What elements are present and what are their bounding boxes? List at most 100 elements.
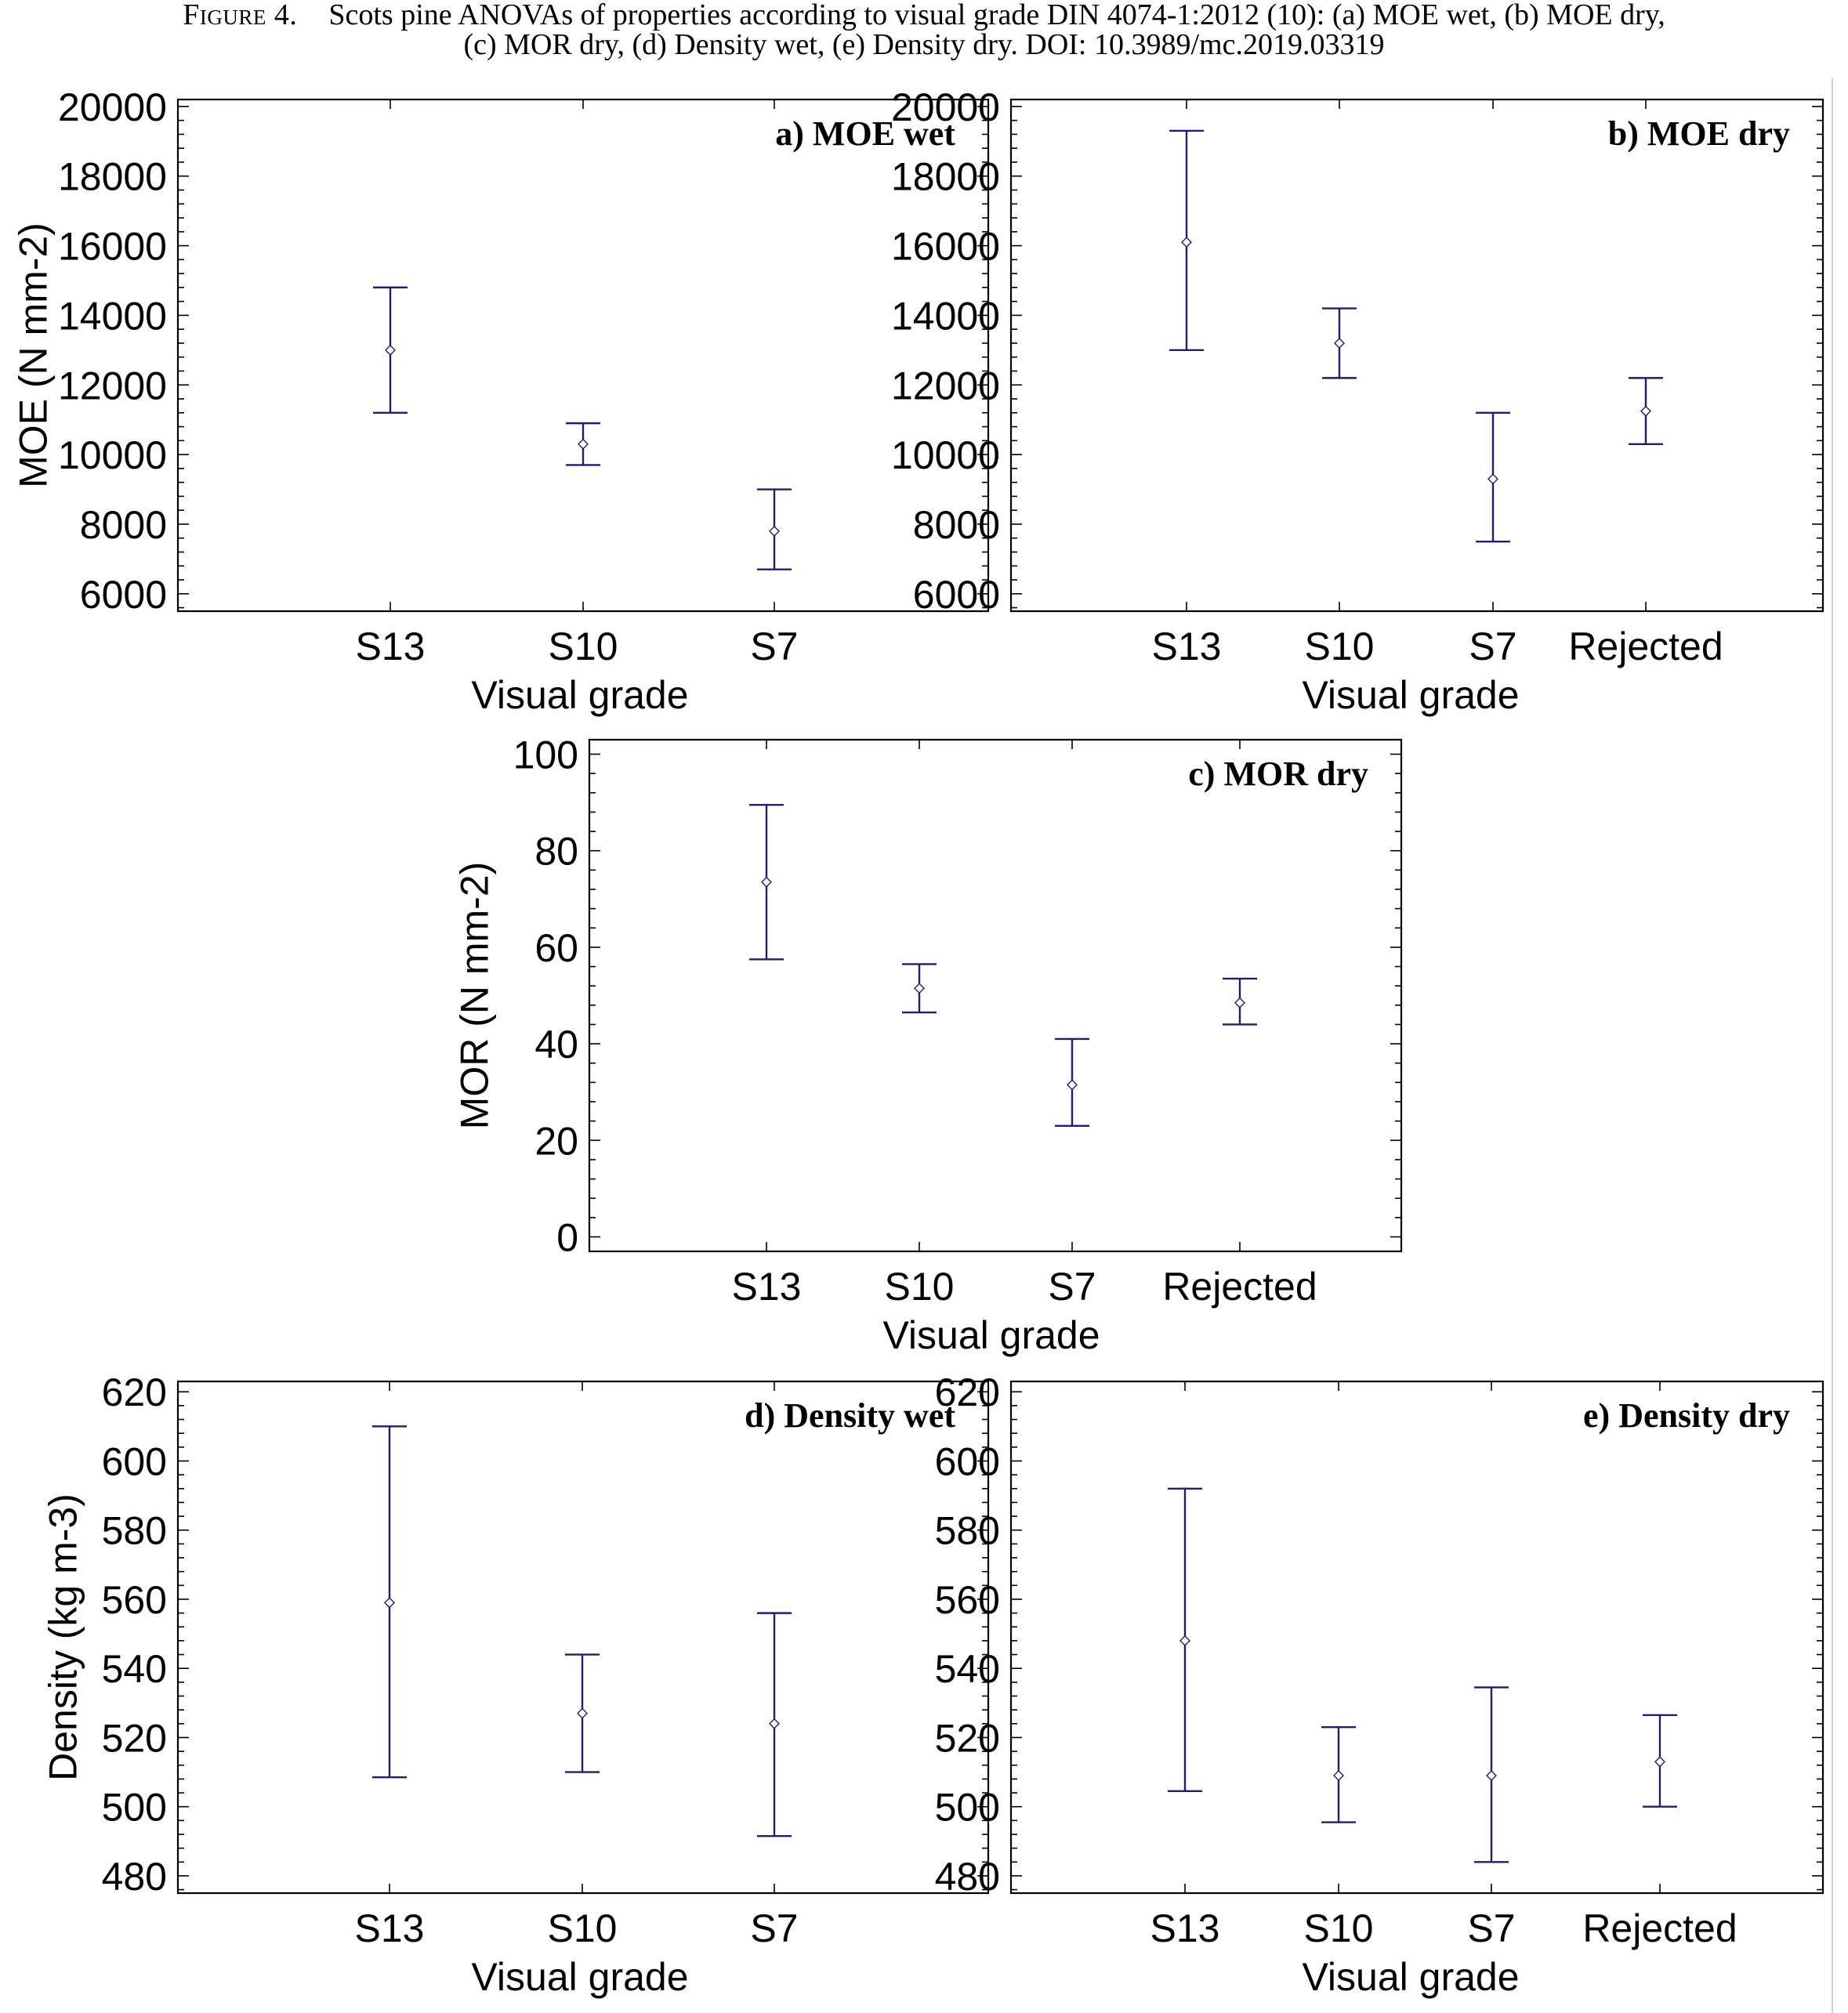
x-tick-label: S13 [732, 1265, 802, 1309]
y-tick-label: 580 [935, 1509, 1000, 1553]
x-tick-label: S10 [885, 1265, 955, 1309]
x-tick-label: S7 [750, 1906, 798, 1950]
panel-d: 480 500 520 540 560 580 600 620 S13 S10 S7 Visual g… [42, 1370, 990, 1999]
y-tick-label: 20000 [891, 85, 1000, 129]
y-tick-label: 8000 [80, 503, 167, 547]
y-tick-label: 540 [935, 1647, 1000, 1691]
panel-title: a) MOE wet [775, 114, 955, 153]
mean-marker-Rejected [1640, 405, 1651, 417]
mean-marker-S7 [1067, 1079, 1078, 1091]
x-tick-label: S10 [548, 1906, 618, 1950]
figure-caption: Figure 4. Scots pine ANOVAs of properties… [0, 0, 1848, 60]
y-tick-label: 20000 [58, 85, 167, 129]
x-tick-label: S7 [750, 625, 798, 668]
y-tick-label: 18000 [891, 155, 1000, 199]
y-tick-label: 480 [935, 1855, 1000, 1899]
y-tick-label: 500 [935, 1786, 1000, 1830]
mean-marker-S13 [385, 344, 396, 356]
mean-marker-S10 [1333, 1769, 1344, 1781]
x-axis-title: Visual grade [1302, 1955, 1519, 1999]
panel-title: e) Density dry [1583, 1396, 1790, 1435]
plot-frame [176, 1380, 990, 1895]
mean-marker-S10 [1334, 337, 1345, 349]
panel-title: d) Density wet [745, 1396, 955, 1435]
y-tick-label: 40 [534, 1023, 578, 1066]
y-tick-label: 480 [102, 1855, 167, 1899]
y-tick-label: 620 [935, 1370, 1000, 1414]
plot-frame [1009, 1380, 1824, 1895]
x-tick-label: Rejected [1162, 1265, 1317, 1309]
x-tick-label: S10 [1305, 625, 1375, 668]
y-tick-label: 6000 [913, 573, 1000, 617]
y-tick-label: 580 [102, 1509, 167, 1553]
x-tick-label: S13 [356, 625, 426, 668]
mean-marker-S13 [1179, 1635, 1190, 1646]
y-tick-label: 8000 [913, 503, 1000, 547]
y-tick-label: 540 [102, 1647, 167, 1691]
panel-b: 6000 8000 10000 12000 14000 16000 18000 20000 S1… [891, 85, 1824, 717]
y-tick-label: 80 [534, 830, 578, 874]
x-tick-label: S13 [1152, 625, 1222, 668]
mean-marker-Rejected [1234, 997, 1245, 1008]
y-tick-label: 10000 [891, 433, 1000, 477]
caption-text-1: Scots pine ANOVAs of properties accordin… [328, 0, 1665, 31]
mean-marker-S7 [1487, 473, 1498, 485]
y-tick-label: 10000 [58, 433, 167, 477]
x-tick-label: Rejected [1582, 1906, 1737, 1950]
plot-frame [1009, 98, 1824, 613]
y-tick-label: 14000 [58, 294, 167, 338]
x-tick-label: S7 [1048, 1265, 1096, 1309]
x-tick-label: Rejected [1568, 625, 1723, 668]
y-tick-label: 600 [102, 1439, 167, 1483]
y-tick-label: 20 [534, 1119, 578, 1163]
mean-marker-S7 [769, 525, 780, 537]
y-tick-label: 6000 [80, 573, 167, 617]
mean-marker-S13 [761, 876, 772, 888]
y-tick-label: 16000 [891, 225, 1000, 269]
caption-line-2: (c) MOR dry, (d) Density wet, (e) Densit… [463, 28, 1385, 61]
panel-c: 0 20 40 60 80 100 S13 S10 S7 Rejected Visual grade… [453, 733, 1403, 1357]
x-tick-label: S13 [1150, 1906, 1220, 1950]
y-tick-label: 100 [513, 733, 578, 777]
y-tick-label: 18000 [58, 155, 167, 199]
y-axis-title: MOR (N mm-2) [453, 862, 497, 1130]
y-tick-label: 16000 [58, 225, 167, 269]
x-axis-title: Visual grade [1302, 673, 1519, 717]
mean-marker-S7 [769, 1718, 780, 1729]
y-tick-label: 12000 [58, 364, 167, 407]
y-tick-label: 560 [935, 1578, 1000, 1622]
y-tick-label: 12000 [891, 364, 1000, 407]
caption-lead: Figure 4. [183, 0, 298, 31]
y-tick-label: 14000 [891, 294, 1000, 338]
plot-frame [588, 738, 1403, 1253]
x-tick-label: S7 [1469, 625, 1516, 668]
panel-title: c) MOR dry [1188, 755, 1368, 793]
plot-frame [176, 98, 990, 613]
mean-marker-S10 [577, 1707, 588, 1719]
y-tick-label: 60 [534, 926, 578, 970]
mean-marker-S13 [384, 1597, 395, 1609]
y-tick-label: 0 [556, 1216, 578, 1260]
x-axis-title: Visual grade [882, 1313, 1100, 1357]
y-axis-title: MOE (N mm-2) [12, 223, 56, 488]
y-tick-label: 500 [102, 1786, 167, 1830]
x-tick-label: S13 [355, 1906, 425, 1950]
mean-marker-Rejected [1654, 1756, 1665, 1768]
mean-marker-S10 [914, 983, 925, 994]
panel-title: b) MOE dry [1608, 114, 1790, 153]
y-tick-label: 520 [935, 1716, 1000, 1760]
y-tick-label: 600 [935, 1439, 1000, 1483]
x-axis-title: Visual grade [471, 1955, 688, 1999]
mean-marker-S13 [1181, 237, 1192, 248]
panel-e: 480 500 520 540 560 580 600 620 S13 S10 S7 Rejected… [935, 1370, 1824, 1999]
caption-line-1: Figure 4. Scots pine ANOVAs of properties… [0, 0, 1848, 30]
y-tick-label: 620 [102, 1370, 167, 1414]
x-tick-label: S7 [1467, 1906, 1515, 1950]
y-axis-title: Density (kg m-3) [42, 1493, 85, 1781]
mean-marker-S10 [578, 438, 589, 450]
y-tick-label: 560 [102, 1578, 167, 1622]
mean-marker-S7 [1486, 1769, 1497, 1781]
y-tick-label: 520 [102, 1716, 167, 1760]
panel-a: 6000 8000 10000 12000 14000 16000 18000 20000 S1… [12, 85, 990, 717]
